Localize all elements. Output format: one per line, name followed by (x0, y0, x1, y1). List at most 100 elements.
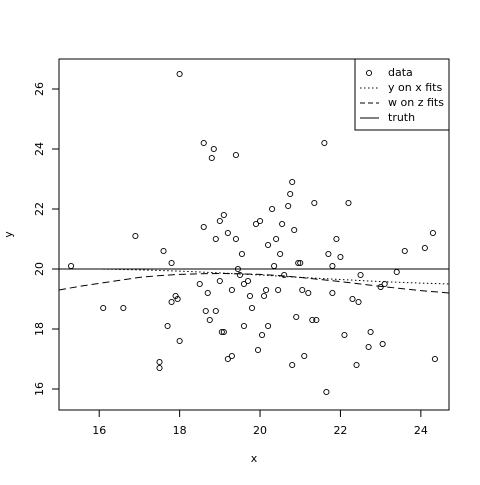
data-point (200, 139, 207, 147)
data-point (240, 280, 247, 288)
data-point (254, 346, 262, 354)
data-point (176, 337, 183, 345)
data-point (431, 355, 438, 363)
data-point (232, 151, 239, 159)
data-point (224, 355, 231, 363)
data-point (393, 268, 400, 276)
data-point (220, 211, 227, 219)
plot-frame (58, 58, 450, 411)
y-tick-label: 24 (33, 142, 46, 156)
data-point (236, 271, 243, 279)
data-point (381, 280, 388, 288)
data-point (297, 259, 304, 267)
data-point (160, 247, 167, 255)
data-point (261, 292, 268, 300)
legend-label: w on z fits (388, 96, 444, 109)
data-point (196, 280, 203, 288)
data-point (421, 244, 428, 252)
data-point (174, 295, 181, 303)
series-line-dotted (99, 268, 450, 285)
data-point (156, 364, 163, 372)
legend-symbol-circle (365, 69, 373, 77)
data-point (279, 220, 286, 228)
data-point (206, 316, 213, 324)
data-point (271, 262, 278, 270)
data-point (164, 322, 171, 330)
data-point (176, 70, 183, 78)
data-point (345, 199, 352, 207)
data-point (301, 352, 308, 360)
data-point (291, 226, 298, 234)
data-point (341, 331, 348, 339)
data-point (238, 250, 245, 258)
data-point (313, 316, 320, 324)
data-point (168, 298, 175, 306)
y-tick-label: 16 (33, 382, 46, 396)
data-point (379, 340, 386, 348)
data-point (172, 292, 179, 300)
data-point (295, 259, 302, 267)
data-point (337, 253, 344, 261)
x-axis: 16 18 20 22 24 (92, 410, 428, 437)
data-point (228, 286, 235, 294)
data-point (429, 229, 436, 237)
data-point (367, 328, 374, 336)
x-axis-title: x (251, 452, 258, 465)
legend-label: y on x fits (388, 81, 442, 94)
y-tick-label: 18 (33, 322, 46, 336)
data-point (212, 235, 219, 243)
plot-data-layer (58, 70, 450, 396)
y-axis-title: y (2, 231, 15, 238)
data-point (168, 259, 175, 267)
x-tick-label: 18 (173, 424, 187, 437)
data-point (240, 322, 247, 330)
data-point (263, 286, 270, 294)
data-point (273, 235, 280, 243)
data-point (323, 388, 330, 396)
data-point (68, 262, 75, 270)
data-point (218, 328, 225, 336)
data-point (353, 361, 360, 369)
data-point (202, 307, 209, 315)
data-point (365, 343, 372, 351)
data-point (287, 190, 294, 198)
data-point (277, 250, 284, 258)
data-point (269, 205, 276, 213)
data-point (321, 139, 328, 147)
y-axis: 16 18 20 22 24 26 (33, 82, 59, 396)
x-tick-label: 22 (333, 424, 347, 437)
data-point (281, 271, 288, 279)
data-point (210, 145, 217, 153)
data-point (289, 361, 296, 369)
data-point (212, 307, 219, 315)
data-point (305, 289, 312, 297)
data-point (377, 283, 384, 291)
data-point (244, 277, 252, 285)
data-point (156, 358, 163, 366)
data-point (204, 289, 211, 297)
data-point (289, 178, 296, 186)
legend: data y on x fits w on z fits truth (354, 58, 450, 131)
data-point (248, 304, 256, 312)
x-tick-label: 16 (92, 424, 106, 437)
y-tick-label: 20 (33, 262, 46, 276)
data-point (355, 298, 362, 306)
series-line-dashed (58, 272, 450, 294)
data-point (265, 322, 272, 330)
data-point (228, 352, 235, 360)
data-point (132, 232, 139, 240)
y-tick-label: 26 (33, 82, 46, 96)
legend-label: data (388, 66, 413, 79)
y-tick-label: 22 (33, 202, 46, 216)
data-point (349, 295, 356, 303)
data-point (285, 202, 292, 210)
legend-label: truth (388, 111, 415, 124)
data-point (329, 262, 336, 270)
data-point (256, 217, 264, 225)
data-point (216, 217, 223, 225)
data-point (200, 223, 207, 231)
data-point (246, 292, 254, 300)
data-point (265, 241, 272, 249)
data-point (401, 247, 408, 255)
